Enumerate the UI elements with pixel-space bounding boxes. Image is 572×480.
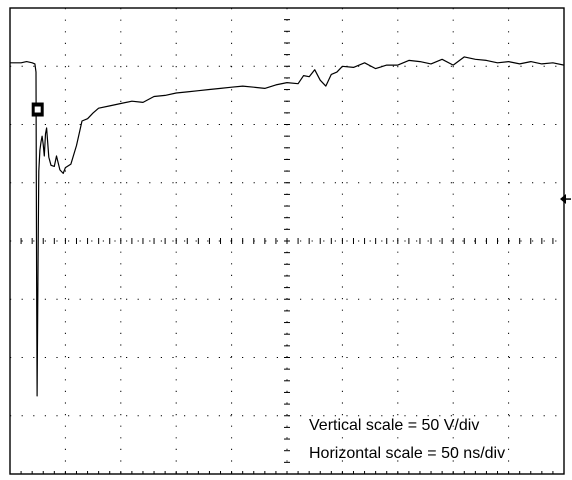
trace-layer bbox=[10, 56, 565, 397]
axis-ticks bbox=[9, 7, 565, 475]
vertical-scale-label: Vertical scale = 50 V/div bbox=[309, 417, 479, 434]
waveform-trace bbox=[10, 56, 565, 397]
trigger-level-marker bbox=[560, 194, 566, 205]
markers bbox=[31, 102, 571, 205]
ground-reference-marker-inner bbox=[34, 106, 41, 113]
horizontal-scale-label: Horizontal scale = 50 ns/div bbox=[309, 445, 505, 462]
